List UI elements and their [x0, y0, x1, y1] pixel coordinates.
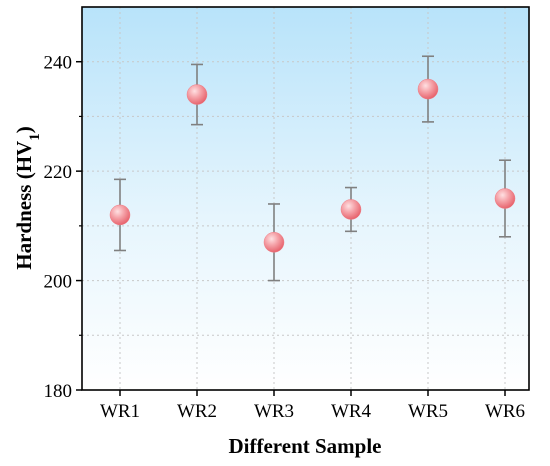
data-point: [494, 188, 516, 209]
y-axis-title-subscript: 1: [27, 133, 43, 141]
y-axis-title-main: Hardness (HV: [12, 141, 36, 270]
data-point: [263, 232, 285, 253]
y-tick-label: 200: [44, 272, 73, 293]
y-tick-label: 240: [44, 53, 73, 74]
data-point: [186, 84, 208, 105]
y-axis-title: Hardness (HV1): [12, 126, 43, 269]
data-point: [340, 199, 362, 220]
x-tick-label: WR4: [331, 401, 372, 422]
x-tick-label: WR2: [177, 401, 217, 422]
y-tick-label: 180: [44, 381, 73, 402]
data-point: [417, 78, 439, 100]
plot-background: [82, 7, 529, 390]
x-axis-title: Different Sample: [229, 434, 382, 458]
x-tick-label: WR5: [408, 401, 448, 422]
y-tick-label: 220: [44, 162, 73, 183]
x-tick-label: WR1: [100, 401, 140, 422]
x-axis: WR1 WR2 WR3 WR4 WR5 WR6: [100, 390, 525, 422]
y-axis: 180 200 220 240: [44, 53, 82, 402]
data-points: [109, 78, 516, 253]
data-point: [109, 204, 131, 226]
plot-frame: [81, 6, 530, 391]
y-axis-title-close: ): [12, 126, 36, 133]
x-tick-label: WR3: [254, 401, 294, 422]
x-tick-label: WR6: [485, 401, 525, 422]
